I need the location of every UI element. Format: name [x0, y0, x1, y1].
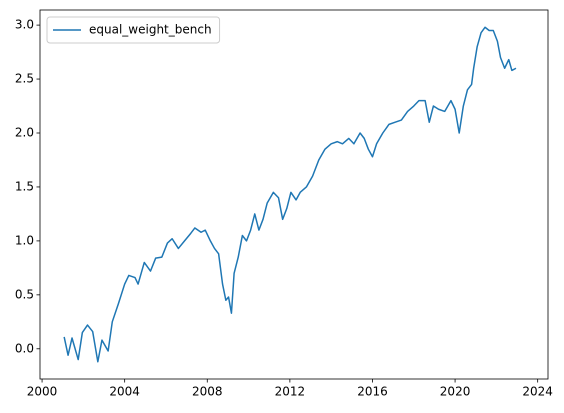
axes-frame	[39, 9, 549, 380]
x-tick-label: 2020	[440, 385, 471, 399]
y-tick-label: 2.5	[15, 72, 34, 86]
y-tick-label: 0.5	[15, 287, 34, 301]
x-tick-label: 2016	[357, 385, 388, 399]
x-tick-label: 2000	[27, 385, 58, 399]
y-tick-label: 1.5	[15, 179, 34, 193]
legend	[46, 16, 221, 44]
y-tick-label: 3.0	[15, 18, 34, 32]
x-tick-label: 2012	[275, 385, 306, 399]
x-tick-label: 2024	[522, 385, 553, 399]
y-tick-label: 2.0	[15, 126, 34, 140]
y-tick-label: 0.0	[15, 341, 34, 355]
legend-label: equal_weight_bench	[89, 23, 212, 37]
x-tick-label: 2004	[109, 385, 140, 399]
y-tick-label: 1.0	[15, 233, 34, 247]
data-line	[63, 26, 517, 363]
x-tick-label: 2008	[192, 385, 223, 399]
